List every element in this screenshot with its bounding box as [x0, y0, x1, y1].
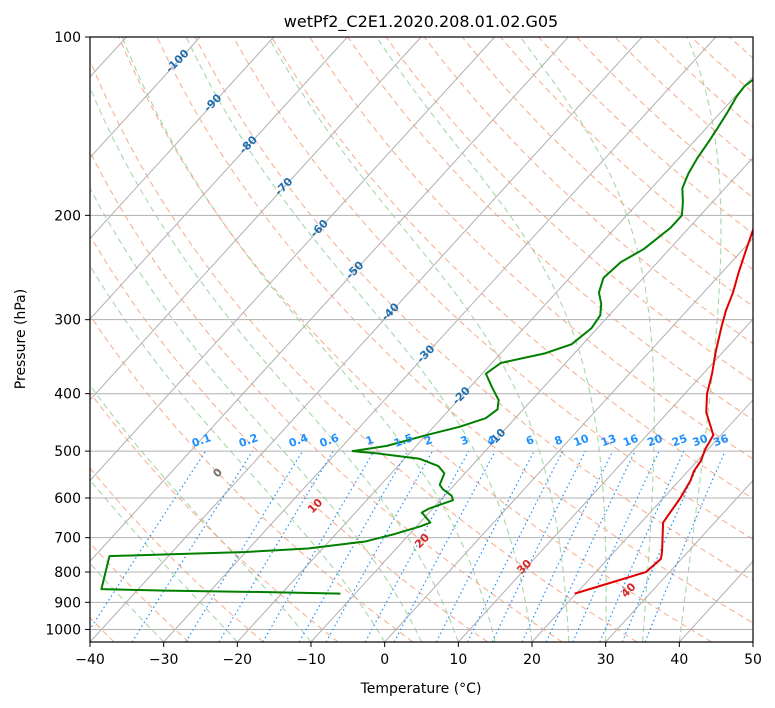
y-tick-label: 400: [54, 387, 81, 403]
mixing-ratio-line: [545, 450, 636, 642]
mixing-ratio-label: 0.4: [287, 431, 310, 450]
mixing-ratio-label: 1: [364, 433, 376, 448]
mixing-ratio-label: 3: [459, 433, 471, 448]
plot-area: [90, 37, 753, 642]
isotherm: [457, 318, 753, 642]
mixing-ratio-line: [90, 450, 207, 631]
mixing-ratio-line: [364, 450, 470, 642]
x-tick-label: 30: [597, 652, 615, 668]
moist-adiabat: [185, 37, 533, 642]
isotherm: [236, 76, 753, 642]
dewpoint-profile: [100, 78, 753, 595]
dry-adiabat: [118, 37, 713, 642]
dry-adiabat: [347, 37, 753, 421]
moist-adiabat: [90, 187, 422, 642]
y-tick-label: 800: [54, 565, 81, 581]
mixing-ratio-line: [466, 450, 564, 642]
temperature-profile: [574, 227, 753, 595]
mixing-ratio-label: 16: [621, 432, 640, 450]
isotherm: [90, 37, 496, 482]
y-tick-label: 1000: [45, 622, 81, 638]
isotherm: [90, 37, 201, 159]
x-tick-label: 0: [380, 652, 389, 668]
dry-adiabat: [156, 37, 753, 624]
y-tick-label: 100: [54, 30, 81, 46]
dry-adiabat: [232, 37, 753, 540]
x-tick-label: 50: [744, 652, 762, 668]
mixing-ratio-line: [262, 450, 375, 642]
dry-adiabat: [309, 37, 753, 460]
isotherm: [90, 37, 275, 240]
mixing-ratio-label: 4: [485, 433, 497, 448]
mixing-ratio-label: 2: [423, 433, 435, 448]
mixing-ratio-label: 6: [524, 433, 536, 448]
mixing-ratio-line: [521, 450, 614, 642]
isobars: [90, 37, 753, 630]
moist-adiabat: [519, 37, 655, 642]
dry-adiabat: [90, 234, 488, 642]
isotherms: [90, 37, 753, 642]
mixing-ratio-label: 0.1: [190, 431, 213, 450]
mixing-ratio-label: 0.6: [318, 431, 341, 450]
mixing-ratio-lines: [90, 450, 726, 642]
moist-adiabat: [90, 86, 459, 642]
dry-adiabat: [271, 37, 753, 500]
moist-adiabat: [267, 37, 570, 642]
mixing-ratio-label: 0.2: [237, 431, 260, 450]
plot-frame: [89, 36, 754, 643]
mixing-ratio-line: [491, 450, 586, 642]
x-axis: −40 −30 −20 −10 0 10 20 30 40 50: [75, 642, 762, 668]
y-tick-label: 300: [54, 313, 81, 329]
x-tick-label: 40: [670, 652, 688, 668]
mixing-ratio-label: 36: [712, 432, 731, 450]
dry-adiabats: [90, 37, 753, 642]
isotherm: [90, 37, 643, 642]
dry-adiabat: [90, 542, 190, 642]
x-tick-label: −10: [296, 652, 326, 668]
isotherm: [605, 479, 753, 642]
isotherm: [310, 156, 753, 642]
profile-series: [100, 78, 753, 595]
mixing-ratio-label: 25: [670, 432, 689, 449]
x-tick-label: −30: [149, 652, 179, 668]
moist-adiabat: [678, 37, 722, 642]
mixing-ratio-label: 20: [646, 432, 665, 450]
y-tick-label: 700: [54, 531, 81, 547]
dry-adiabat: [90, 58, 638, 642]
isotherm: [163, 37, 717, 642]
chart-title: wetPf2_C2E1.2020.208.01.02.G05: [284, 12, 558, 32]
x-tick-label: −20: [223, 652, 253, 668]
mixing-ratio-label: 13: [599, 432, 618, 449]
y-tick-label: 500: [54, 444, 81, 460]
dry-adiabat: [90, 150, 563, 642]
mixing-ratio-line: [393, 450, 496, 642]
mixing-ratio-label: 1.5: [392, 431, 415, 450]
y-tick-label: 600: [54, 491, 81, 507]
isotherm: [384, 237, 753, 642]
mixing-ratio-line: [218, 450, 334, 642]
y-tick-label: 200: [54, 208, 81, 224]
y-axis: 100 200 300 400 500 600 700 800 900 1000: [45, 30, 90, 638]
dry-adiabat: [194, 37, 753, 582]
mixing-ratio-line: [185, 450, 304, 642]
mixing-ratio-line: [131, 450, 254, 642]
y-axis-label: Pressure (hPa): [13, 289, 29, 389]
x-axis-label: Temperature (°C): [360, 681, 482, 697]
mixing-ratio-label: 30: [691, 432, 710, 450]
isotherm: [90, 37, 348, 320]
moist-adiabat: [90, 264, 386, 642]
x-tick-label: −40: [75, 652, 105, 668]
isotherm: [90, 37, 569, 563]
moist-adiabat: [121, 37, 496, 642]
isotherm: [531, 399, 753, 642]
dry-adiabat: [90, 467, 264, 642]
mixing-ratio-label: 8: [553, 433, 565, 448]
mixing-ratio-label: 10: [572, 432, 591, 450]
x-tick-label: 10: [449, 652, 467, 668]
y-tick-label: 900: [54, 595, 81, 611]
isotherm: [90, 37, 422, 401]
x-tick-label: 20: [523, 652, 541, 668]
moist-adiabat: [375, 37, 607, 642]
